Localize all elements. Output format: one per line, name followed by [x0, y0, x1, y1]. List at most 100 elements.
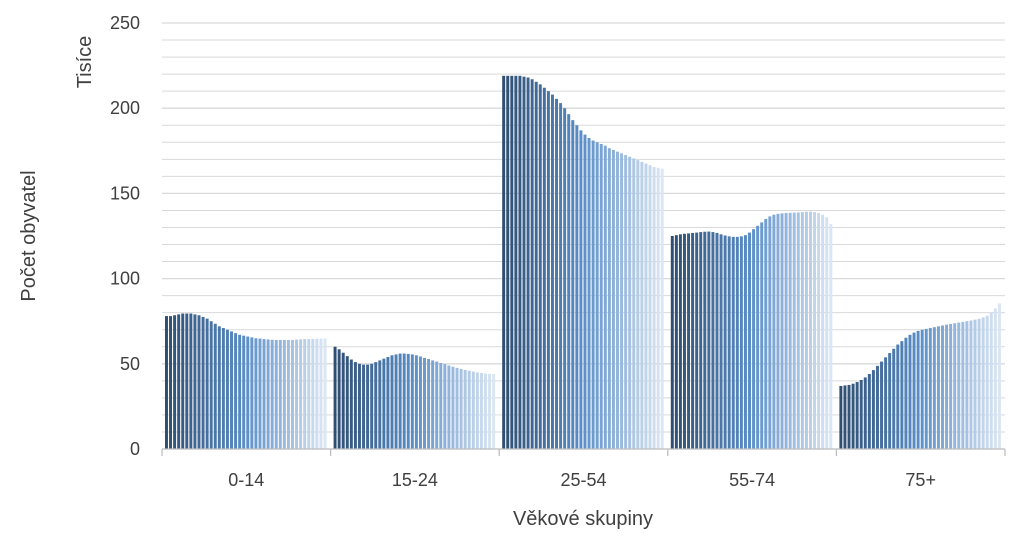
bar-75+ [953, 323, 957, 449]
bar-55-74 [683, 233, 686, 449]
bar-75+ [839, 385, 843, 449]
bar-55-74 [731, 236, 735, 449]
bar-0-14 [262, 339, 266, 449]
bar-0-14 [165, 316, 168, 449]
bar-15-24 [463, 369, 467, 449]
bar-75+ [847, 384, 851, 449]
bar-25-54 [559, 103, 563, 449]
bar-75+ [924, 328, 928, 449]
bar-55-74 [723, 235, 727, 449]
x-tick-label: 25-54 [560, 470, 606, 490]
bar-55-74 [691, 232, 695, 449]
bar-55-74 [776, 213, 780, 449]
bar-0-14 [246, 336, 250, 449]
bar-25-54 [607, 148, 611, 450]
bar-55-74 [813, 212, 817, 449]
bar-75+ [981, 317, 985, 449]
bar-25-54 [510, 75, 514, 449]
bar-55-74 [674, 235, 678, 449]
bar-25-54 [656, 167, 660, 449]
bar-15-24 [459, 368, 463, 449]
bar-25-54 [624, 155, 628, 449]
bar-25-54 [546, 91, 550, 449]
bar-55-74 [809, 211, 812, 449]
bar-55-74 [784, 213, 788, 449]
bar-0-14 [282, 339, 286, 449]
bar-15-24 [435, 361, 439, 449]
bar-55-74 [804, 211, 808, 449]
bar-55-74 [760, 222, 764, 449]
bar-25-54 [632, 158, 636, 449]
bar-75+ [961, 321, 965, 449]
bar-0-14 [319, 338, 323, 449]
bar-15-24 [382, 358, 386, 449]
bar-0-14 [315, 338, 319, 449]
bar-25-54 [514, 75, 518, 449]
bar-75+ [989, 312, 993, 449]
bar-25-54 [603, 145, 607, 449]
y-unit-label: Tisíce [74, 36, 96, 89]
bar-75+ [863, 377, 867, 449]
bar-55-74 [800, 212, 804, 449]
bar-25-54 [538, 84, 542, 449]
y-tick-label: 50 [120, 354, 140, 374]
bars [165, 75, 1001, 450]
bar-0-14 [201, 316, 205, 449]
bar-15-24 [337, 349, 341, 449]
bar-75+ [949, 323, 953, 449]
bar-55-74 [752, 229, 756, 449]
bar-0-14 [213, 323, 217, 449]
bar-75+ [892, 348, 896, 449]
bar-75+ [932, 327, 936, 449]
bar-0-14 [270, 339, 274, 449]
bar-15-24 [398, 353, 402, 449]
bar-55-74 [780, 213, 784, 449]
bar-25-54 [518, 75, 522, 449]
bar-55-74 [715, 232, 719, 449]
bar-15-24 [362, 364, 366, 449]
bar-55-74 [768, 216, 772, 449]
x-tick-label: 55-74 [729, 470, 775, 490]
x-tick-label: 0-14 [228, 470, 264, 490]
bar-0-14 [254, 338, 258, 449]
bar-15-24 [414, 355, 418, 449]
bar-0-14 [323, 338, 327, 449]
bar-55-74 [735, 236, 739, 449]
bar-15-24 [386, 356, 390, 449]
bar-15-24 [345, 356, 349, 449]
bar-15-24 [492, 374, 496, 449]
bar-15-24 [427, 359, 431, 449]
bar-25-54 [616, 151, 619, 449]
bar-15-24 [455, 367, 459, 449]
bar-0-14 [189, 313, 193, 449]
bar-15-24 [410, 354, 414, 449]
bar-25-54 [591, 140, 595, 449]
bar-25-54 [563, 108, 567, 449]
bar-0-14 [185, 313, 189, 449]
bar-0-14 [177, 314, 181, 449]
bar-0-14 [295, 339, 299, 449]
bar-55-74 [748, 232, 751, 449]
bar-25-54 [595, 142, 599, 449]
bar-75+ [936, 326, 940, 449]
bar-15-24 [423, 357, 426, 449]
bar-75+ [896, 344, 900, 449]
bar-75+ [997, 303, 1001, 449]
bar-55-74 [817, 213, 821, 449]
bar-75+ [884, 357, 888, 449]
bar-0-14 [238, 334, 242, 449]
bar-0-14 [274, 339, 278, 449]
bar-15-24 [353, 362, 357, 449]
bar-0-14 [217, 326, 221, 449]
bar-75+ [993, 308, 997, 449]
y-tick-label: 0 [130, 439, 140, 459]
bar-75+ [875, 365, 879, 449]
bar-0-14 [311, 338, 315, 449]
bar-0-14 [291, 339, 294, 449]
y-tick-label: 200 [110, 98, 140, 118]
bar-25-54 [506, 75, 510, 449]
bar-25-54 [502, 75, 506, 449]
bar-55-74 [695, 232, 699, 449]
